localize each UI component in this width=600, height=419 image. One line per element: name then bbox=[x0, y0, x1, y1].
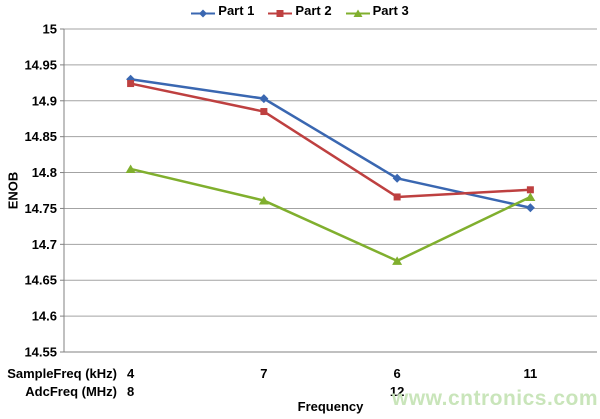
data-point-part2-2 bbox=[260, 108, 268, 116]
y-tick-label: 14.75 bbox=[24, 201, 57, 216]
data-point-part3-3 bbox=[392, 256, 403, 265]
y-tick-label: 14.65 bbox=[24, 273, 57, 288]
y-tick-label: 14.55 bbox=[24, 345, 57, 360]
data-point-part2-4 bbox=[526, 186, 534, 194]
y-axis-title: ENOB bbox=[5, 171, 21, 210]
data-point-part1-4 bbox=[525, 203, 535, 213]
legend-label-part1: Part 1 bbox=[218, 2, 255, 18]
series-line-part1 bbox=[130, 78, 531, 209]
x-axis-row2-label: AdcFreq (MHz) bbox=[25, 384, 117, 399]
x-category-label: 12 bbox=[390, 384, 404, 399]
legend-item-part1[interactable]: Part 1 bbox=[191, 3, 254, 18]
x-axis-title: Frequency bbox=[297, 399, 364, 414]
part1-legend-marker bbox=[191, 6, 216, 17]
part3-legend-marker bbox=[345, 6, 370, 17]
data-point-part3-4 bbox=[525, 192, 536, 201]
x-category-label: 8 bbox=[127, 384, 134, 399]
y-tick-label: 14.85 bbox=[24, 129, 57, 144]
x-category-label: 6 bbox=[394, 366, 401, 381]
x-category-label: 4 bbox=[127, 366, 135, 381]
data-point-part2-1 bbox=[127, 80, 135, 88]
watermark: www.cntronics.com bbox=[391, 387, 598, 410]
y-tick-label: 14.95 bbox=[24, 57, 57, 72]
legend: Part 1 Part 2 Part 3 bbox=[0, 1, 600, 19]
data-point-part1-3 bbox=[392, 173, 402, 183]
x-axis-row1-label: SampleFreq (kHz) bbox=[7, 366, 117, 381]
y-tick-label: 14.9 bbox=[32, 93, 57, 108]
legend-item-part3[interactable]: Part 3 bbox=[345, 2, 409, 18]
series-line-part3 bbox=[130, 167, 531, 263]
y-tick-label: 15 bbox=[43, 22, 57, 37]
x-category-label: 7 bbox=[260, 366, 267, 381]
data-point-part3-1 bbox=[125, 164, 136, 173]
part2-legend-marker bbox=[268, 6, 293, 17]
data-point-part1-2 bbox=[259, 94, 269, 104]
data-point-part3-2 bbox=[258, 196, 269, 205]
data-point-part2-3 bbox=[393, 193, 401, 201]
legend-label-part3: Part 3 bbox=[372, 2, 409, 18]
y-tick-label: 14.7 bbox=[32, 237, 57, 252]
x-category-label: 11 bbox=[524, 366, 538, 381]
legend-item-part2[interactable]: Part 2 bbox=[268, 2, 332, 18]
series-line-part2 bbox=[130, 82, 531, 199]
y-tick-label: 14.6 bbox=[32, 309, 57, 324]
y-tick-label: 14.8 bbox=[32, 165, 57, 180]
legend-label-part2: Part 2 bbox=[295, 2, 332, 18]
